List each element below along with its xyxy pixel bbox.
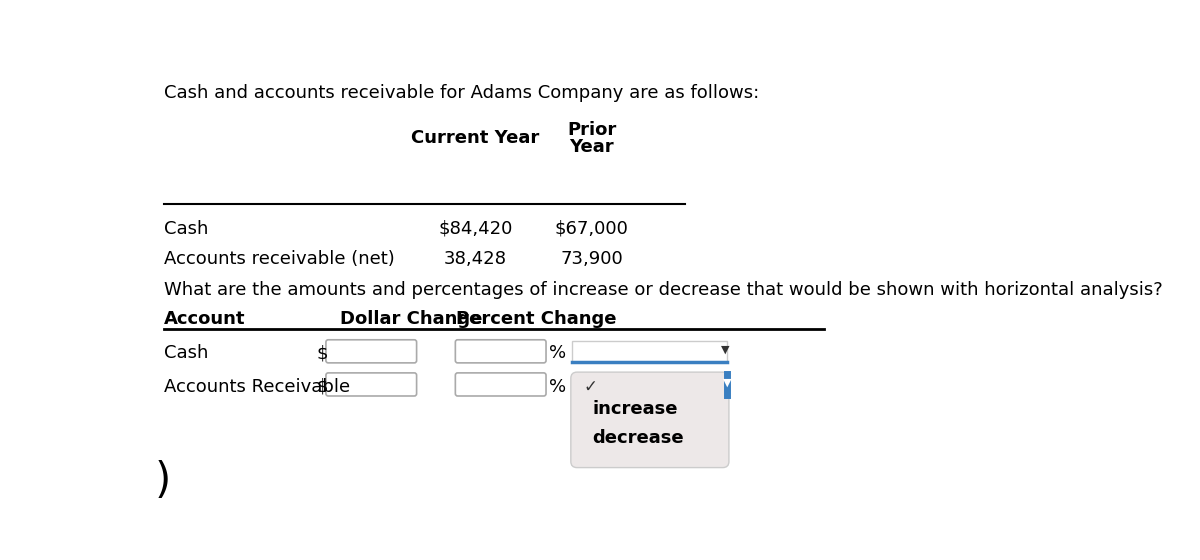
Text: Dollar Change: Dollar Change: [340, 310, 482, 328]
Text: Percent Change: Percent Change: [456, 310, 617, 328]
Text: %: %: [550, 344, 566, 362]
FancyBboxPatch shape: [326, 373, 416, 396]
Text: What are the amounts and percentages of increase or decrease that would be shown: What are the amounts and percentages of …: [164, 281, 1163, 299]
Text: %: %: [550, 377, 566, 395]
Text: increase: increase: [593, 400, 678, 418]
Text: $: $: [317, 377, 328, 395]
Text: decrease: decrease: [593, 429, 684, 447]
Text: Cash: Cash: [164, 220, 209, 237]
FancyBboxPatch shape: [326, 340, 416, 363]
Text: 38,428: 38,428: [444, 250, 508, 268]
Text: Prior: Prior: [568, 121, 617, 139]
Text: ): ): [155, 460, 170, 502]
FancyBboxPatch shape: [455, 340, 546, 363]
Text: ▼: ▼: [722, 377, 731, 388]
Text: $84,420: $84,420: [438, 220, 512, 237]
Text: Cash: Cash: [164, 344, 209, 362]
Text: Year: Year: [570, 138, 614, 156]
Text: ▼: ▼: [721, 344, 730, 354]
Text: Accounts receivable (net): Accounts receivable (net): [164, 250, 395, 268]
Bar: [572, 340, 727, 362]
Text: Cash and accounts receivable for Adams Company are as follows:: Cash and accounts receivable for Adams C…: [164, 84, 760, 102]
Text: Accounts Receivable: Accounts Receivable: [164, 377, 350, 395]
FancyBboxPatch shape: [455, 373, 546, 396]
Text: $: $: [317, 344, 328, 362]
Text: Current Year: Current Year: [412, 129, 540, 147]
Text: $67,000: $67,000: [554, 220, 629, 237]
FancyBboxPatch shape: [571, 372, 728, 468]
Text: 73,900: 73,900: [560, 250, 623, 268]
Text: Account: Account: [164, 310, 246, 328]
Text: ✓: ✓: [583, 378, 598, 396]
